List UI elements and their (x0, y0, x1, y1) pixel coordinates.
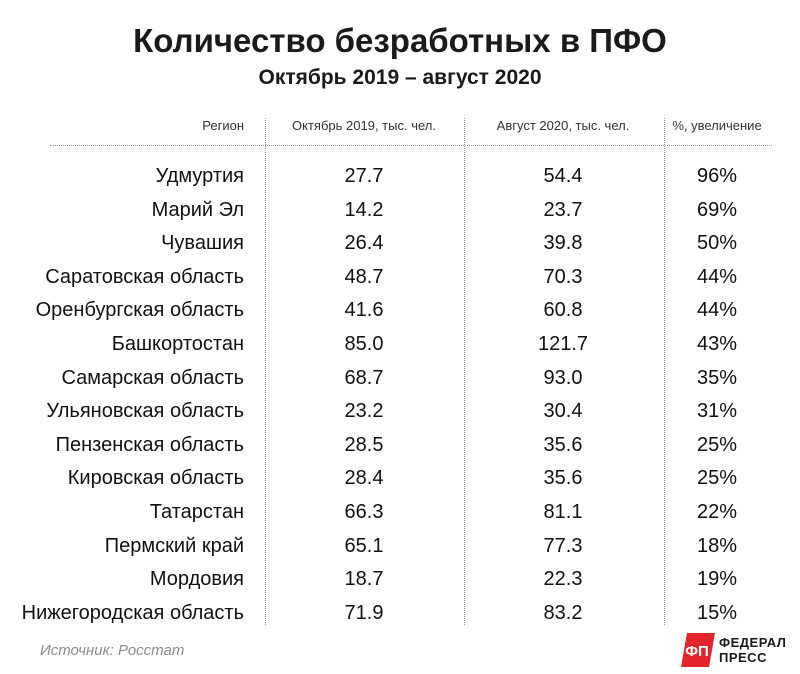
column-header-increase: %, увеличение (672, 118, 762, 133)
increase-cell: 25% (696, 467, 738, 490)
region-cell: Пензенская область (55, 433, 244, 456)
october-2019-cell: 14.2 (344, 198, 384, 221)
region-cell: Татарстан (149, 500, 244, 523)
table-row: Нижегородская область 71.9 83.2 15% (0, 597, 800, 631)
table-row: Пензенская область 28.5 35.6 25% (0, 429, 800, 463)
table-row: Мордовия 18.7 22.3 19% (0, 563, 800, 597)
october-2019-cell: 65.1 (344, 534, 384, 557)
increase-cell: 31% (696, 400, 738, 423)
column-divider (265, 118, 266, 625)
table-row: Башкортостан 85.0 121.7 43% (0, 328, 800, 362)
header-divider (50, 145, 772, 146)
october-2019-cell: 28.5 (344, 433, 384, 456)
august-2020-cell: 22.3 (543, 568, 583, 591)
region-cell: Нижегородская область (21, 601, 244, 624)
increase-cell: 15% (696, 601, 738, 624)
increase-cell: 35% (696, 366, 738, 389)
august-2020-cell: 30.4 (543, 400, 583, 423)
column-header-august-2020: Август 2020, тыс. чел. (496, 118, 630, 133)
logo-line-1: ФЕДЕРАЛ (719, 635, 787, 650)
increase-cell: 44% (696, 299, 738, 322)
october-2019-cell: 18.7 (344, 568, 384, 591)
table-row: Кировская область 28.4 35.6 25% (0, 462, 800, 496)
table-row: Татарстан 66.3 81.1 22% (0, 496, 800, 530)
table-body: Удмуртия 27.7 54.4 96% Марий Эл 14.2 23.… (0, 160, 800, 630)
october-2019-cell: 66.3 (344, 500, 384, 523)
increase-cell: 50% (696, 232, 738, 255)
august-2020-cell: 83.2 (543, 601, 583, 624)
column-header-region: Регион (202, 118, 244, 133)
october-2019-cell: 23.2 (344, 400, 384, 423)
increase-cell: 43% (696, 332, 738, 355)
region-cell: Оренбургская область (35, 299, 244, 322)
october-2019-cell: 68.7 (344, 366, 384, 389)
federal-press-logo: ФП ФЕДЕРАЛ ПРЕСС (681, 633, 786, 667)
region-cell: Мордовия (149, 568, 244, 591)
chart-title: Количество безработных в ПФО (133, 22, 667, 59)
increase-cell: 18% (696, 534, 738, 557)
region-cell: Пермский край (104, 534, 244, 557)
column-header-october-2019: Октябрь 2019, тыс. чел. (292, 118, 436, 133)
table-row: Удмуртия 27.7 54.4 96% (0, 160, 800, 194)
august-2020-cell: 70.3 (543, 265, 583, 288)
october-2019-cell: 85.0 (344, 332, 384, 355)
logo-mark-text: ФП (685, 643, 709, 660)
august-2020-cell: 23.7 (543, 198, 583, 221)
increase-cell: 44% (696, 265, 738, 288)
october-2019-cell: 41.6 (344, 299, 384, 322)
october-2019-cell: 28.4 (344, 467, 384, 490)
region-cell: Ульяновская область (46, 400, 244, 423)
october-2019-cell: 26.4 (344, 232, 384, 255)
october-2019-cell: 27.7 (344, 165, 384, 187)
august-2020-cell: 60.8 (543, 299, 583, 322)
august-2020-cell: 39.8 (543, 232, 583, 255)
table-row: Марий Эл 14.2 23.7 69% (0, 194, 800, 228)
table-row: Ульяновская область 23.2 30.4 31% (0, 395, 800, 429)
increase-cell: 19% (696, 568, 738, 591)
october-2019-cell: 48.7 (344, 265, 384, 288)
table-row: Самарская область 68.7 93.0 35% (0, 362, 800, 396)
october-2019-cell: 71.9 (344, 601, 384, 624)
august-2020-cell: 35.6 (543, 433, 583, 456)
increase-cell: 69% (696, 198, 738, 221)
region-cell: Саратовская область (45, 265, 244, 288)
region-cell: Чувашия (161, 232, 244, 255)
region-cell: Самарская область (61, 366, 244, 389)
chart-subtitle: Октябрь 2019 – август 2020 (258, 66, 542, 89)
increase-cell: 25% (696, 433, 738, 456)
table-row: Пермский край 65.1 77.3 18% (0, 530, 800, 564)
august-2020-cell: 77.3 (543, 534, 583, 557)
region-cell: Удмуртия (155, 165, 244, 187)
table-row: Саратовская область 48.7 70.3 44% (0, 261, 800, 295)
increase-cell: 96% (696, 165, 738, 187)
august-2020-cell: 121.7 (537, 332, 589, 355)
august-2020-cell: 93.0 (543, 366, 583, 389)
august-2020-cell: 54.4 (543, 165, 583, 187)
federal-press-logo-icon: ФП (681, 633, 715, 667)
region-cell: Башкортостан (111, 332, 244, 355)
august-2020-cell: 81.1 (543, 500, 583, 523)
table-row: Оренбургская область 41.6 60.8 44% (0, 294, 800, 328)
logo-line-2: ПРЕСС (719, 650, 767, 665)
august-2020-cell: 35.6 (543, 467, 583, 490)
table-row: Чувашия 26.4 39.8 50% (0, 227, 800, 261)
region-cell: Кировская область (67, 467, 244, 490)
increase-cell: 22% (696, 500, 738, 523)
region-cell: Марий Эл (151, 198, 244, 221)
source-note: Источник: Росстат (40, 642, 185, 659)
column-divider (664, 118, 665, 625)
column-divider (464, 118, 465, 625)
